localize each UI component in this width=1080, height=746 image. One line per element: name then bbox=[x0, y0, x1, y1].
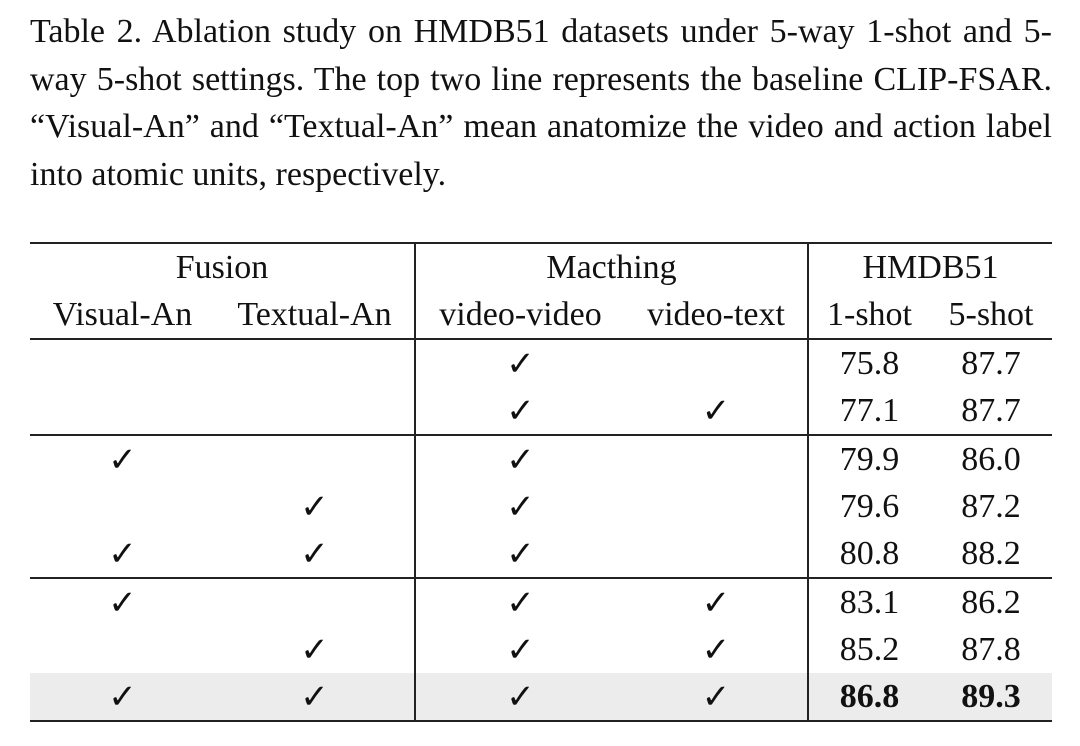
results-table: Fusion Macthing HMDB51 Visual-An Textual-… bbox=[30, 242, 1052, 722]
check-cell: ✓ bbox=[108, 535, 137, 573]
check-cell: ✓ bbox=[30, 577, 215, 626]
header-row: Visual-An Textual-An video-video video-text… bbox=[30, 291, 1052, 340]
check-cell bbox=[30, 626, 215, 673]
check-cell bbox=[625, 530, 808, 578]
check-cell: ✓ bbox=[414, 577, 625, 626]
check-cell: ✓ bbox=[414, 483, 625, 530]
score-cell: 87.2 bbox=[961, 487, 1021, 525]
table-row: ✓ ✓ ✓ 80.8 88.2 bbox=[30, 530, 1052, 578]
column-header: Visual-An bbox=[30, 291, 215, 340]
check-cell bbox=[625, 339, 808, 387]
check-cell bbox=[30, 339, 215, 387]
score-cell: 83.1 bbox=[807, 577, 930, 626]
score-cell: 87.7 bbox=[961, 344, 1021, 382]
table-row: ✓ ✓ 79.6 87.2 bbox=[30, 483, 1052, 530]
check-cell: ✓ bbox=[30, 434, 215, 483]
score-cell: 87.8 bbox=[961, 630, 1021, 668]
check-cell: ✓ bbox=[414, 434, 625, 483]
score-cell: 86.2 bbox=[930, 577, 1052, 626]
column-header: 1-shot bbox=[807, 291, 930, 340]
check-cell: ✓ bbox=[625, 577, 808, 626]
table-row: ✓ ✓ ✓ 83.1 86.2 bbox=[30, 577, 1052, 626]
column-header: video-video bbox=[414, 291, 625, 340]
column-header: 5-shot bbox=[930, 291, 1052, 340]
check-cell bbox=[625, 434, 808, 483]
check-cell: ✓ bbox=[300, 535, 329, 573]
column-header: video-text bbox=[625, 291, 808, 340]
score-cell: 86.8 bbox=[807, 673, 930, 722]
check-cell: ✓ bbox=[701, 631, 731, 669]
score-cell: 85.2 bbox=[807, 626, 930, 673]
score-cell: 75.8 bbox=[807, 339, 930, 387]
header-group: Fusion bbox=[30, 242, 415, 291]
check-cell: ✓ bbox=[414, 339, 625, 387]
score-cell: 79.9 bbox=[807, 434, 930, 483]
score-cell: 80.8 bbox=[807, 530, 930, 578]
score-cell: 88.2 bbox=[961, 534, 1021, 572]
check-cell bbox=[625, 483, 808, 530]
check-cell bbox=[30, 387, 215, 435]
check-cell: ✓ bbox=[300, 631, 329, 669]
score-cell: 89.3 bbox=[930, 673, 1052, 722]
table-row: ✓ ✓ ✓ 85.2 87.8 bbox=[30, 626, 1052, 673]
caption: Table 2. Ablation study on HMDB51 datase… bbox=[30, 13, 1052, 193]
check-cell: ✓ bbox=[414, 387, 625, 435]
score-cell: 86.0 bbox=[930, 434, 1052, 483]
check-cell bbox=[215, 339, 415, 387]
check-cell: ✓ bbox=[701, 392, 731, 430]
table-row: ✓ 75.8 87.7 bbox=[30, 339, 1052, 387]
score-cell: 87.7 bbox=[961, 391, 1021, 429]
check-cell: ✓ bbox=[300, 488, 329, 526]
check-cell bbox=[215, 387, 415, 435]
header-group: HMDB51 bbox=[807, 242, 1052, 291]
header-group: Macthing bbox=[414, 242, 808, 291]
check-cell bbox=[215, 434, 415, 483]
check-cell bbox=[30, 483, 215, 530]
check-cell: ✓ bbox=[625, 673, 808, 722]
table-body: ✓ 75.8 87.7 ✓ ✓ 77.1 87.7 ✓ ✓ 79.9 86.0 ✓ ✓ 79.6 87.2 ✓… bbox=[30, 339, 1052, 722]
check-cell bbox=[215, 577, 415, 626]
table-row: ✓ ✓ 79.9 86.0 bbox=[30, 434, 1052, 483]
column-header: Textual-An bbox=[215, 291, 415, 340]
header-group-row: Fusion Macthing HMDB51 bbox=[30, 242, 1052, 291]
check-cell: ✓ bbox=[414, 673, 625, 722]
check-cell: ✓ bbox=[414, 530, 625, 578]
check-cell: ✓ bbox=[414, 626, 625, 673]
table-row: ✓ ✓ 77.1 87.7 bbox=[30, 387, 1052, 435]
check-cell: ✓ bbox=[30, 673, 215, 722]
score-cell: 77.1 bbox=[807, 387, 930, 435]
check-cell: ✓ bbox=[215, 673, 415, 722]
table-row: ✓ ✓ ✓ ✓ 86.8 89.3 bbox=[30, 673, 1052, 722]
score-cell: 79.6 bbox=[807, 483, 930, 530]
